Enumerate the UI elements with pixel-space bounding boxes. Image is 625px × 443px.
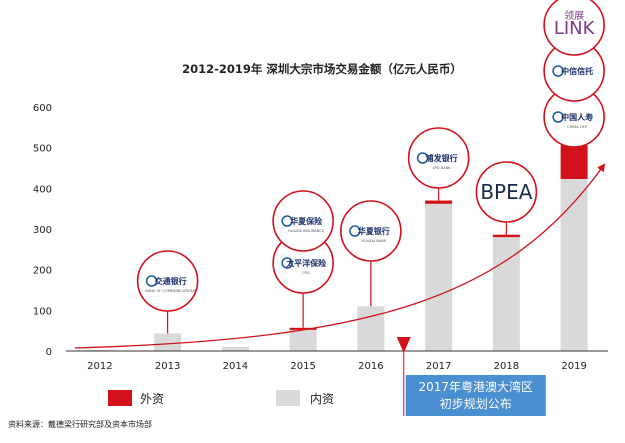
annotation-line1: 2017年粤港澳大湾区 — [418, 379, 533, 394]
chart-title: 2012-2019年 深圳大宗市场交易金额（亿元人民币） — [182, 62, 462, 76]
investor-logos: 交通银行 BANK OF COMMUNICATIONS 太平洋保险 CPIC 华夏保险 H… — [136, 0, 605, 334]
x-tick-label-2019: 2019 — [561, 361, 586, 372]
bar-foreign-2019 — [560, 145, 588, 179]
annotation-marker — [396, 337, 411, 353]
logo-text: LINK — [554, 18, 596, 39]
bar-domestic-2019 — [560, 178, 588, 351]
bar-domestic-2013 — [154, 333, 182, 351]
x-tick-label-2013: 2013 — [155, 361, 180, 372]
legend: 外资 内资 — [108, 390, 334, 406]
logo-badge-circle — [407, 127, 470, 189]
bar-domestic-2012 — [86, 349, 114, 351]
bar-group — [86, 145, 588, 351]
logo-subtext: HUAXIA BANK — [361, 239, 387, 243]
logo-subtext: HUAXIA INSURANCE — [288, 229, 325, 233]
logo-text: 华夏保险 — [290, 216, 323, 226]
logo-text: 华夏银行 — [358, 226, 390, 236]
y-tick-label: 300 — [33, 225, 52, 236]
y-tick-label: 200 — [33, 266, 52, 277]
legend-swatch-foreign — [108, 390, 132, 406]
bar-domestic-2017 — [425, 203, 453, 351]
bocom-logo: 交通银行 BANK OF COMMUNICATIONS — [136, 250, 199, 312]
x-tick-label-2018: 2018 — [494, 361, 519, 372]
logo-text: 太平洋保险 — [285, 258, 327, 268]
spdb-logo: 浦发银行 SPD BANK — [407, 127, 470, 189]
logo-subtext: 领展 — [564, 9, 584, 22]
logo-emblem — [552, 111, 564, 123]
logo-text: 中信信托 — [561, 66, 593, 76]
y-axis-ticks: 0 100 200 300 400 500 600 — [33, 103, 52, 358]
logo-subtext: CPIC — [302, 271, 311, 275]
logo-subtext: SPD BANK — [432, 166, 451, 170]
china-life-logo: 中国人寿 CHINA LIFE — [543, 86, 605, 148]
logo-badge-circle — [475, 161, 538, 223]
annotation-line2: 初步规划公布 — [440, 396, 512, 411]
bar-foreign-2018 — [492, 234, 520, 238]
bar-domestic-2015 — [289, 329, 317, 351]
x-tick-label-2016: 2016 — [358, 361, 383, 372]
bar-foreign-2017 — [425, 200, 453, 204]
source-note: 资料来源：戴德梁行研究部及资本市场部 — [8, 419, 152, 429]
annotation: 2017年粤港澳大湾区 初步规划公布 — [396, 337, 546, 416]
annotation-box — [405, 375, 546, 416]
logo-emblem — [145, 275, 158, 287]
y-tick-label: 500 — [33, 144, 52, 155]
x-tick-label-2017: 2017 — [426, 361, 451, 372]
bar-foreign-2015 — [289, 327, 317, 330]
logo-emblem — [416, 152, 429, 164]
bar-domestic-2014 — [221, 346, 249, 351]
x-tick-label-2012: 2012 — [87, 361, 112, 372]
logo-text: 浦发银行 — [426, 153, 458, 163]
logo-badge-circle — [543, 0, 605, 56]
x-axis-ticks: 2012 2013 2014 2015 2016 2017 2018 2019 — [87, 361, 587, 372]
bar-domestic-2016 — [357, 306, 385, 351]
logo-badge-circle — [340, 200, 402, 262]
logo-subtext: BANK OF COMMUNICATIONS — [145, 289, 197, 293]
x-tick-label-2015: 2015 — [290, 361, 315, 372]
huaxia-bank-logo: 华夏银行 HUAXIA BANK — [340, 200, 402, 262]
y-tick-label: 0 — [46, 347, 52, 358]
bar-domestic-2018 — [492, 237, 520, 351]
logo-text: 中国人寿 — [561, 112, 593, 122]
legend-label-foreign: 外资 — [140, 392, 164, 406]
y-tick-label: 400 — [33, 184, 52, 195]
y-tick-label: 100 — [33, 306, 52, 317]
logo-badge-circle — [272, 190, 334, 252]
trend-arrow — [74, 163, 606, 349]
logo-text: 交通银行 — [155, 276, 187, 286]
y-tick-label: 600 — [33, 103, 52, 114]
x-tick-label-2014: 2014 — [223, 361, 248, 372]
logo-emblem — [281, 257, 293, 269]
logo-emblem — [349, 225, 361, 237]
legend-label-domestic: 内资 — [310, 392, 334, 406]
logo-emblem — [552, 65, 564, 77]
bpea-logo: BPEA — [475, 161, 538, 223]
logo-emblem — [281, 215, 293, 227]
logo-text: BPEA — [480, 180, 532, 204]
logo-badge-circle — [136, 250, 199, 312]
logo-subtext: CHINA LIFE — [567, 125, 588, 129]
citic-trust-logo: 中信信托 — [543, 40, 605, 102]
huaxia-insurance-logo: 华夏保险 HUAXIA INSURANCE — [272, 190, 334, 252]
legend-swatch-domestic — [276, 390, 300, 406]
